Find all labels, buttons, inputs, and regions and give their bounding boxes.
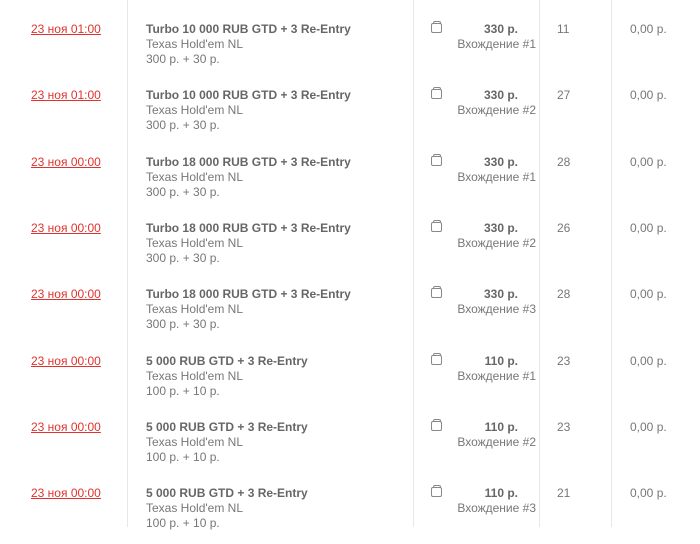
wallet-icon — [431, 153, 442, 166]
buyin: 300 р. + 30 р. — [146, 317, 220, 332]
table-row: 23 ноя 01:00 Turbo 10 000 RUB GTD + 3 Re… — [0, 80, 700, 146]
winnings: 0,00 р. — [630, 88, 667, 103]
table-row: 23 ноя 00:00 5 000 RUB GTD + 3 Re-Entry … — [0, 412, 700, 478]
entry-number: Вхождение #2 — [457, 103, 536, 118]
buyin: 100 р. + 10 р. — [146, 383, 220, 398]
tournament-title: 5 000 RUB GTD + 3 Re-Entry — [146, 419, 308, 434]
wallet-icon — [431, 286, 442, 299]
entry-number: Вхождение #1 — [457, 169, 536, 184]
wallet-icon — [431, 21, 442, 33]
table-row: 23 ноя 00:00 5 000 RUB GTD + 3 Re-Entry … — [0, 346, 700, 412]
tournament-title: Turbo 10 000 RUB GTD + 3 Re-Entry — [146, 22, 351, 36]
column-divider — [611, 0, 612, 527]
players-count: 23 — [557, 419, 571, 434]
entry-price: 330 р. — [483, 220, 518, 235]
tournament-title: 5 000 RUB GTD + 3 Re-Entry — [146, 353, 308, 368]
tournament-date-link[interactable]: 23 ноя 00:00 — [31, 486, 101, 501]
game-type: Texas Hold'em NL — [146, 501, 243, 516]
entry-price: 330 р. — [483, 88, 518, 103]
entry-number: Вхождение #1 — [457, 368, 536, 383]
entry-number: Вхождение #3 — [457, 501, 536, 516]
tournament-title: Turbo 18 000 RUB GTD + 3 Re-Entry — [146, 220, 351, 235]
entry-price: 110 р. — [484, 419, 518, 434]
winnings: 0,00 р. — [630, 154, 667, 169]
buyin: 100 р. + 10 р. — [146, 516, 220, 531]
tournament-title: Turbo 18 000 RUB GTD + 3 Re-Entry — [146, 287, 351, 302]
tournament-date-link[interactable]: 23 ноя 00:00 — [31, 287, 101, 302]
table-row: 23 ноя 00:00 Turbo 18 000 RUB GTD + 3 Re… — [0, 147, 700, 213]
buyin: 300 р. + 30 р. — [146, 52, 220, 66]
entry-price: 110 р. — [484, 486, 518, 501]
column-divider — [127, 0, 128, 527]
players-count: 28 — [557, 287, 571, 302]
entry-price: 330 р. — [483, 154, 518, 169]
players-count: 11 — [557, 22, 570, 36]
entry-price: 330 р. — [483, 287, 518, 302]
table-row: 23 ноя 00:00 5 000 RUB GTD + 3 Re-Entry … — [0, 478, 700, 544]
wallet-icon — [431, 219, 442, 232]
winnings: 0,00 р. — [630, 220, 667, 235]
game-type: Texas Hold'em NL — [146, 169, 243, 184]
buyin: 300 р. + 30 р. — [146, 184, 220, 199]
table-row: 23 ноя 01:00 Turbo 10 000 RUB GTD + 3 Re… — [0, 14, 700, 80]
players-count: 21 — [557, 486, 571, 501]
wallet-icon — [431, 418, 442, 431]
tournament-title: 5 000 RUB GTD + 3 Re-Entry — [146, 486, 308, 501]
tournament-title: Turbo 18 000 RUB GTD + 3 Re-Entry — [146, 154, 351, 169]
column-divider — [539, 0, 540, 527]
game-type: Texas Hold'em NL — [146, 368, 243, 383]
game-type: Texas Hold'em NL — [146, 103, 243, 118]
game-type: Texas Hold'em NL — [146, 302, 243, 317]
entry-price: 110 р. — [484, 353, 518, 368]
tournament-date-link[interactable]: 23 ноя 00:00 — [31, 154, 101, 169]
wallet-icon — [431, 485, 442, 498]
wallet-icon — [431, 87, 442, 100]
players-count: 27 — [557, 88, 571, 103]
entry-price: 330 р. — [483, 22, 518, 36]
winnings: 0,00 р. — [630, 22, 667, 36]
game-type: Texas Hold'em NL — [146, 235, 243, 250]
table-row: 23 ноя 00:00 Turbo 18 000 RUB GTD + 3 Re… — [0, 279, 700, 345]
tournament-date-link[interactable]: 23 ноя 01:00 — [31, 22, 101, 36]
winnings: 0,00 р. — [630, 486, 667, 501]
winnings: 0,00 р. — [630, 353, 667, 368]
buyin: 100 р. + 10 р. — [146, 449, 220, 464]
buyin: 300 р. + 30 р. — [146, 250, 220, 265]
winnings: 0,00 р. — [630, 419, 667, 434]
players-count: 26 — [557, 220, 571, 235]
entry-number: Вхождение #2 — [457, 235, 536, 250]
table-row: 23 ноя 00:00 Turbo 18 000 RUB GTD + 3 Re… — [0, 213, 700, 279]
game-type: Texas Hold'em NL — [146, 434, 243, 449]
tournament-date-link[interactable]: 23 ноя 01:00 — [31, 88, 101, 103]
column-divider — [413, 0, 414, 527]
tournament-date-link[interactable]: 23 ноя 00:00 — [31, 419, 101, 434]
buyin: 300 р. + 30 р. — [146, 118, 220, 133]
players-count: 28 — [557, 154, 571, 169]
entry-number: Вхождение #2 — [457, 434, 536, 449]
entry-number: Вхождение #3 — [457, 302, 536, 317]
entry-number: Вхождение #1 — [457, 37, 536, 51]
tournament-date-link[interactable]: 23 ноя 00:00 — [31, 220, 101, 235]
wallet-icon — [431, 352, 442, 365]
winnings: 0,00 р. — [630, 287, 667, 302]
tournament-title: Turbo 10 000 RUB GTD + 3 Re-Entry — [146, 88, 351, 103]
tournament-date-link[interactable]: 23 ноя 00:00 — [31, 353, 101, 368]
game-type: Texas Hold'em NL — [146, 37, 243, 51]
players-count: 23 — [557, 353, 571, 368]
